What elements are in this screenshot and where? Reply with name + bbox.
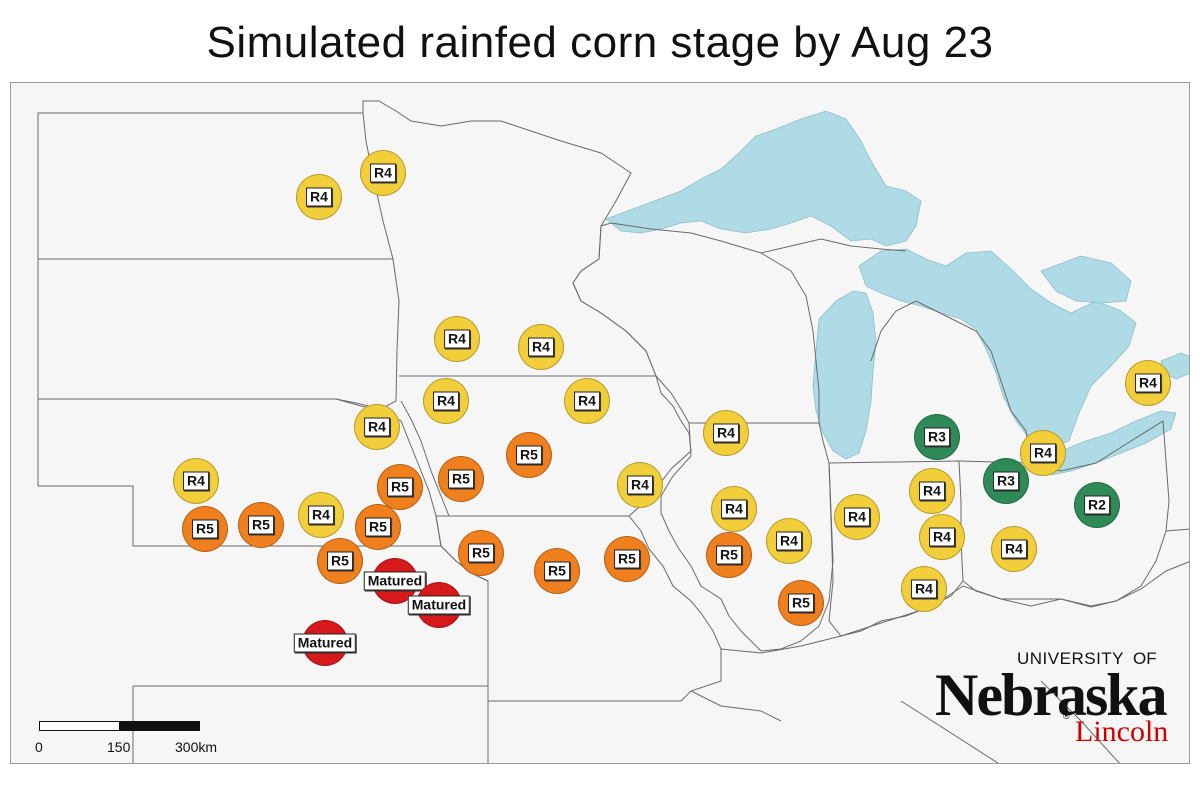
stage-label: R4 [364,417,390,437]
site-marker: R5 [438,456,484,502]
map-frame: R4 R4 R4 R4 R4 R4 R4 R5 R4 R5 R5 R4 R4 R… [10,82,1190,764]
site-marker: R4 [909,468,955,514]
site-marker: R4 [173,458,219,504]
stage-label: Matured [407,595,471,615]
site-marker: R5 [458,530,504,576]
scale-label-150: 150 [107,739,131,755]
stage-label: R2 [1084,495,1110,515]
site-marker: R5 [506,432,552,478]
stage-label: R5 [516,445,542,465]
stage-label: R4 [574,391,600,411]
site-marker: R4 [423,378,469,424]
logo-nebraska-text: Nebraska [935,662,1168,728]
stage-label: R5 [327,551,353,571]
site-marker: R5 [182,506,228,552]
stage-label: R4 [713,423,739,443]
site-marker: R5 [238,502,284,548]
site-marker: R3 [983,458,1029,504]
stage-label: R4 [308,505,334,525]
great-lakes [605,110,1189,476]
stage-label: R5 [248,515,274,535]
site-marker: R4 [919,514,965,560]
site-marker: Matured [363,558,427,604]
logo-university-text: UNIVERSITY [1017,649,1125,668]
stage-label: R4 [919,481,945,501]
stage-label: R4 [929,527,955,547]
stage-label: R4 [183,471,209,491]
scale-segment-light [39,721,120,731]
stage-label: R4 [1030,443,1056,463]
site-marker: R5 [377,464,423,510]
basemap [11,83,1189,763]
stage-label: R3 [924,427,950,447]
stage-label: R4 [528,337,554,357]
stage-label: R5 [788,593,814,613]
stage-label: R5 [716,545,742,565]
site-marker: R5 [604,536,650,582]
stage-label: R4 [1001,539,1027,559]
logo-lincoln-text: Lincoln [1075,715,1169,748]
site-marker: R4 [518,324,564,370]
scale-segment-dark [119,721,200,731]
scale-bar [39,721,201,735]
stage-label: R5 [387,477,413,497]
stage-label: R4 [444,329,470,349]
stage-label: R4 [844,507,870,527]
site-marker: R4 [434,316,480,362]
site-marker: R5 [317,538,363,584]
stage-label: R5 [614,549,640,569]
site-marker: R4 [354,404,400,450]
university-logo: UNIVERSITY OF Nebraska ® Lincoln [935,649,1175,749]
site-marker: R4 [1125,360,1171,406]
site-marker: R4 [298,492,344,538]
site-marker: R4 [991,526,1037,572]
stage-label: R3 [993,471,1019,491]
stage-label: Matured [293,633,357,653]
stage-label: Matured [363,571,427,591]
map-title: Simulated rainfed corn stage by Aug 23 [206,18,994,67]
site-marker: R4 [901,566,947,612]
site-marker: R5 [706,532,752,578]
stage-label: R4 [370,163,396,183]
site-marker: R4 [296,174,342,220]
stage-label: R4 [306,187,332,207]
site-marker: R5 [534,548,580,594]
stage-label: R4 [433,391,459,411]
stage-label: R5 [448,469,474,489]
stage-label: R5 [365,517,391,537]
site-marker: R5 [355,504,401,550]
site-marker: R4 [711,486,757,532]
stage-label: R5 [544,561,570,581]
stage-label: R4 [911,579,937,599]
site-marker: Matured [407,582,471,628]
site-marker: R4 [834,494,880,540]
state-borders [37,100,1189,763]
scale-label-300km: 300km [175,739,218,755]
stage-label: R4 [776,531,802,551]
stage-label: R4 [1135,373,1161,393]
site-marker: R4 [766,518,812,564]
logo-of-text: OF [1133,649,1157,668]
site-marker: R4 [703,410,749,456]
site-marker: R4 [564,378,610,424]
stage-label: R5 [468,543,494,563]
site-marker: R2 [1074,482,1120,528]
scale-label-0: 0 [35,739,43,755]
logo-registered-mark: ® [1063,711,1070,721]
site-marker: R4 [360,150,406,196]
stage-label: R4 [721,499,747,519]
site-marker: R5 [778,580,824,626]
stage-label: R5 [192,519,218,539]
site-marker: R3 [914,414,960,460]
site-marker: R4 [617,462,663,508]
site-marker: R4 [1020,430,1066,476]
site-marker: Matured [293,620,357,666]
stage-label: R4 [627,475,653,495]
